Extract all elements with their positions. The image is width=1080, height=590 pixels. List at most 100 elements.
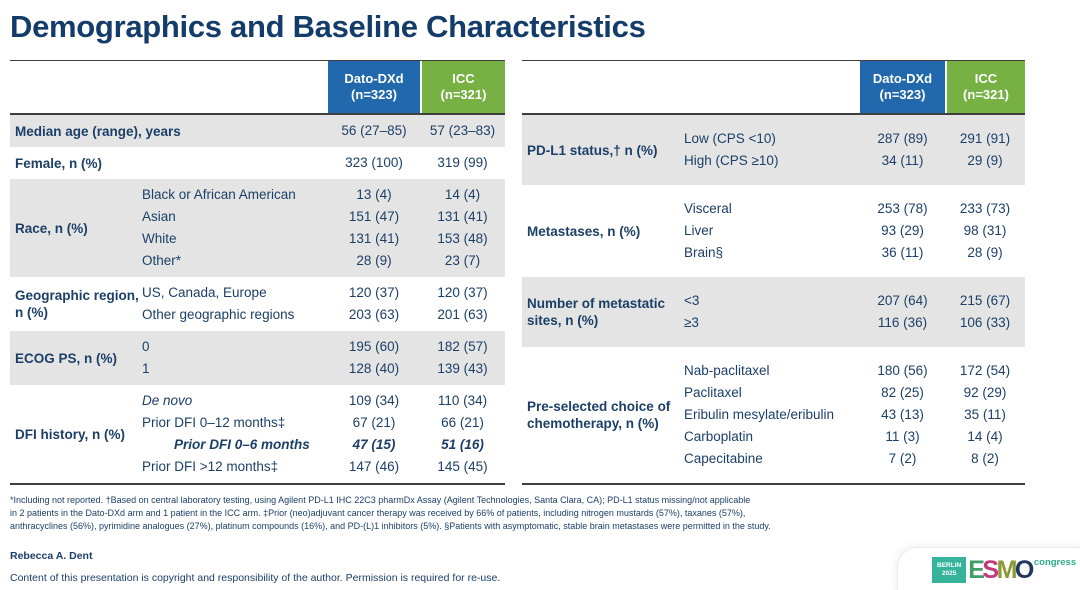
row-items: Nab-paclitaxel 180 (56) 172 (54) Paclitaxel…: [684, 360, 1025, 470]
table-body: Median age (range), years 56 (27–85) 57 (2…: [10, 115, 505, 485]
esmo-letter-o: O: [1014, 556, 1034, 584]
table-row: Other geographic regions 203 (63) 201 (63): [142, 304, 505, 326]
column-header-dato-dxd: Dato-DXd (n=323): [328, 61, 420, 113]
value-dato-dxd: 120 (37): [348, 285, 400, 300]
value-icc: 92 (29): [963, 385, 1007, 400]
row-sublabel: Nab-paclitaxel: [684, 363, 770, 378]
value-dato-dxd: 116 (36): [877, 315, 928, 330]
table-row: Visceral 253 (78) 233 (73): [684, 198, 1025, 220]
value-icc: 29 (9): [967, 153, 1003, 168]
table-row: Low (CPS <10) 287 (89) 291 (91): [684, 128, 1025, 150]
table-row: High (CPS ≥10) 34 (11) 29 (9): [684, 150, 1025, 172]
value-dato-dxd: 67 (21): [352, 415, 396, 430]
row-sublabel: White: [142, 231, 177, 246]
copyright-notice: Content of this presentation is copyrigh…: [10, 572, 501, 584]
table-row-group: Median age (range), years 56 (27–85) 57 (2…: [10, 115, 505, 147]
table-row: White 131 (41) 153 (48): [142, 228, 505, 250]
column-header-dato-dxd: Dato-DXd (n=323): [860, 61, 945, 113]
table-row-group: Geographic region, n (%) US, Canada, Euro…: [10, 277, 505, 331]
row-label: ECOG PS, n (%): [15, 350, 118, 366]
footnotes: *Including not reported. †Based on centr…: [10, 494, 1070, 533]
table-row: 0 195 (60) 182 (57): [142, 336, 505, 358]
value-icc: 291 (91): [959, 131, 1011, 146]
table-row: Paclitaxel 82 (25) 92 (29): [684, 382, 1025, 404]
row-sublabel: Low (CPS <10): [684, 131, 776, 146]
table-row: US, Canada, Europe 120 (37) 120 (37): [142, 282, 505, 304]
value-icc: 139 (43): [437, 361, 488, 376]
venue-city-label: BERLIN: [937, 562, 962, 569]
column-header-icc: ICC (n=321): [420, 61, 505, 113]
table-header: Dato-DXd (n=323) ICC (n=321): [522, 60, 1025, 115]
value-dato-dxd: 323 (100): [345, 155, 403, 170]
table-row: Asian 151 (47) 131 (41): [142, 206, 505, 228]
icc-name: ICC: [974, 71, 998, 86]
value-icc: 51 (16): [441, 437, 484, 452]
berlin-2025-badge: BERLIN 2025: [932, 557, 967, 583]
footnote-line-3: anthracyclines (56%), pyrimidine analogu…: [10, 521, 771, 531]
footnote-line-1: *Including not reported. †Based on centr…: [10, 495, 751, 505]
value-icc: 8 (2): [971, 451, 999, 466]
row-sublabel: 0: [142, 339, 150, 354]
value-dato-dxd: 195 (60): [348, 339, 400, 354]
row-label: Metastases, n (%): [527, 223, 641, 239]
table-body: PD-L1 status,† n (%) Low (CPS <10) 287 (89…: [522, 115, 1025, 485]
esmo-congress-logo: BERLIN 2025 ESMO congress: [932, 557, 1076, 583]
value-dato-dxd: 36 (11): [881, 245, 924, 260]
table-row: Prior DFI >12 months‡ 147 (46) 145 (45): [142, 456, 505, 478]
row-label: Geographic region, n (%): [15, 288, 139, 320]
value-dato-dxd: 34 (11): [881, 153, 924, 168]
table-header: Dato-DXd (n=323) ICC (n=321): [10, 60, 505, 115]
value-icc: 120 (37): [437, 285, 488, 300]
esmo-logo-card: BERLIN 2025 ESMO congress: [897, 547, 1080, 590]
row-label: Female, n (%): [15, 155, 103, 171]
row-items: Black or African American 13 (4) 14 (4) Asi…: [142, 184, 505, 272]
row-sublabel: Other geographic regions: [142, 307, 295, 322]
baseline-table-right: Dato-DXd (n=323) ICC (n=321) PD-L1 status,† …: [522, 60, 1025, 485]
table-row-group: DFI history, n (%) De novo 109 (34) 110 (34…: [10, 385, 505, 483]
table-row: 323 (100) 319 (99): [328, 152, 505, 174]
value-icc: 14 (4): [967, 429, 1003, 444]
row-sublabel: Brain§: [684, 245, 724, 260]
icc-name: ICC: [452, 71, 475, 86]
value-icc: 131 (41): [437, 209, 488, 224]
value-icc: 35 (11): [964, 407, 1006, 422]
value-icc: 145 (45): [437, 459, 488, 474]
footnote-line-2: in 2 patients in the Dato-DXd arm and 1 …: [10, 508, 746, 518]
esmo-letter-e: E: [968, 556, 985, 584]
row-items: 56 (27–85) 57 (23–83): [328, 120, 505, 142]
row-sublabel: Paclitaxel: [684, 385, 742, 400]
table-row-group: Number of metastatic sites, n (%) <3 207 (…: [522, 277, 1025, 347]
row-sublabel: Carboplatin: [684, 429, 754, 444]
row-sublabel: US, Canada, Europe: [142, 285, 267, 300]
row-items: <3 207 (64) 215 (67) ≥3 116 (36) 106 (33): [684, 290, 1025, 334]
value-dato-dxd: 253 (78): [877, 201, 928, 216]
value-dato-dxd: 43 (13): [881, 407, 924, 422]
row-sublabel: Prior DFI 0–12 months‡: [142, 415, 286, 430]
value-dato-dxd: 180 (56): [877, 363, 928, 378]
value-dato-dxd: 93 (29): [881, 223, 924, 238]
value-dato-dxd: 147 (46): [348, 459, 400, 474]
table-row: Nab-paclitaxel 180 (56) 172 (54): [684, 360, 1025, 382]
value-dato-dxd: 82 (25): [881, 385, 924, 400]
value-dato-dxd: 56 (27–85): [341, 123, 407, 138]
row-sublabel: Capecitabine: [684, 451, 763, 466]
value-dato-dxd: 7 (2): [888, 451, 917, 466]
row-sublabel: De novo: [142, 393, 193, 408]
value-icc: 172 (54): [959, 363, 1011, 378]
dato-dxd-name: Dato-DXd: [872, 71, 933, 86]
value-dato-dxd: 109 (34): [348, 393, 400, 408]
presenter-name: Rebecca A. Dent: [10, 550, 93, 562]
icc-n: (n=321): [440, 87, 487, 102]
row-sublabel: ≥3: [684, 315, 699, 330]
row-items: De novo 109 (34) 110 (34) Prior DFI 0–12 mo…: [142, 390, 505, 478]
dato-dxd-name: Dato-DXd: [344, 71, 404, 86]
value-icc: 57 (23–83): [429, 123, 496, 138]
table-row: 56 (27–85) 57 (23–83): [328, 120, 505, 142]
row-sublabel: 1: [142, 361, 150, 376]
tables-container: Dato-DXd (n=323) ICC (n=321) Median age (ran…: [0, 60, 1080, 485]
row-label: DFI history, n (%): [15, 426, 125, 442]
value-icc: 182 (57): [437, 339, 488, 354]
row-sublabel: Liver: [684, 223, 714, 238]
esmo-letter-m: M: [996, 556, 1018, 584]
value-dato-dxd: 128 (40): [348, 361, 400, 376]
